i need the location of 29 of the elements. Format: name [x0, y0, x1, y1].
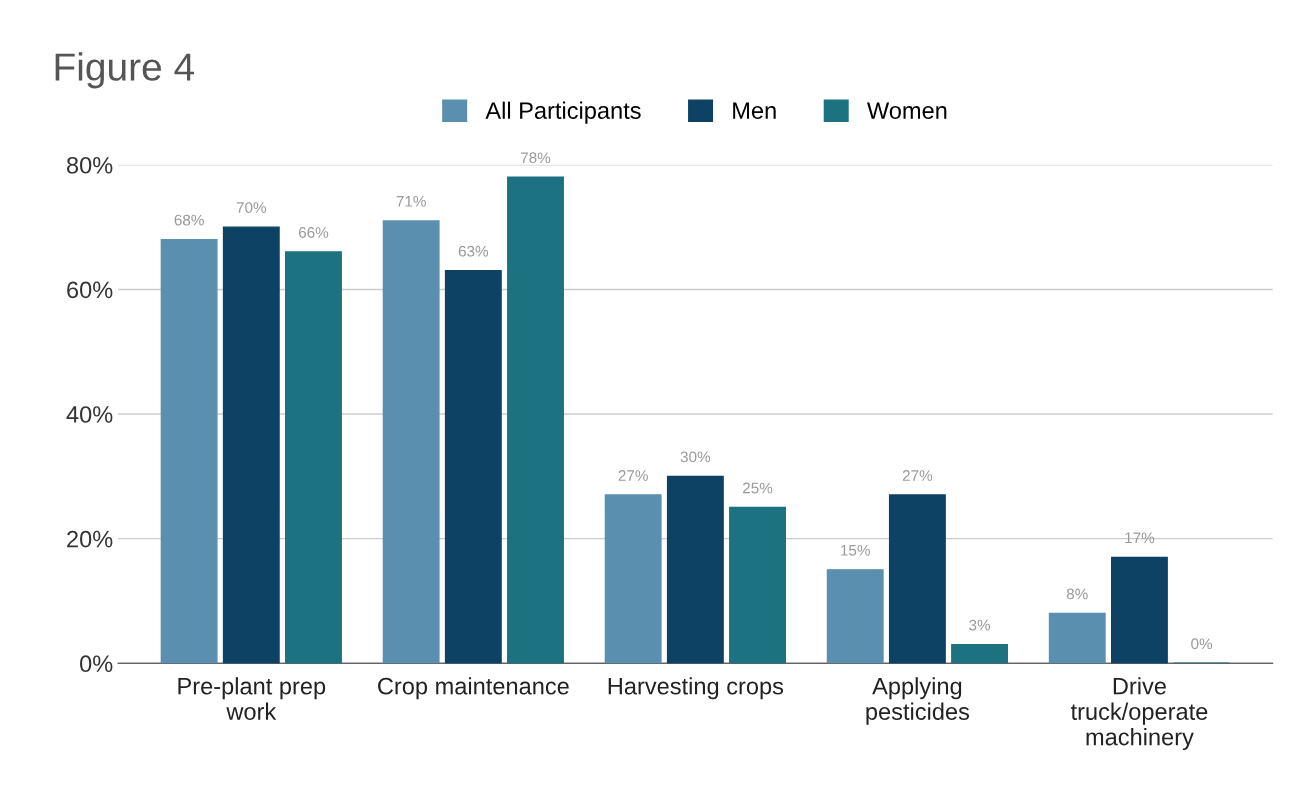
data-label: 17%: [1125, 532, 1155, 544]
legend-label: Women: [867, 102, 947, 119]
x-tick-label: Crop maintenance: [378, 677, 569, 700]
data-label: 3%: [969, 619, 991, 631]
data-label: 70%: [236, 202, 267, 213]
data-label: 71%: [396, 196, 426, 207]
legend-label: All Participants: [485, 101, 641, 124]
x-tick-label: Harvesting crops: [608, 677, 784, 700]
x-tick-label: Applying pesticides: [866, 677, 970, 725]
legend-label: Men: [733, 102, 776, 119]
data-label: 66%: [298, 227, 329, 238]
data-label: 30%: [680, 451, 711, 463]
x-tick-label: Drive truck/operate machinery: [1070, 677, 1208, 751]
data-label: 27%: [902, 470, 933, 481]
y-tick-label: 60%: [67, 281, 113, 299]
y-tick-label: 0%: [80, 655, 113, 673]
data-label: 15%: [841, 544, 870, 556]
data-label: 8%: [1066, 588, 1088, 600]
x-tick-label: Pre-plant prep work: [178, 677, 326, 720]
y-tick-label: 20%: [67, 530, 113, 548]
y-tick-label: 40%: [66, 406, 113, 423]
data-label: 0%: [1191, 638, 1213, 650]
data-label: 68%: [174, 214, 204, 226]
data-label: 25%: [743, 482, 773, 494]
data-label: 78%: [520, 152, 551, 164]
data-label: 63%: [458, 245, 489, 257]
data-label: 27%: [618, 470, 648, 481]
chart-title: Figure 4: [55, 52, 194, 89]
y-tick-label: 80%: [66, 156, 113, 174]
